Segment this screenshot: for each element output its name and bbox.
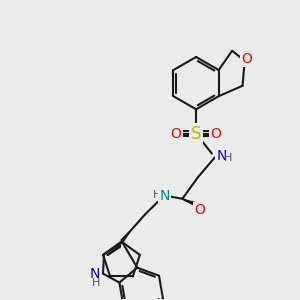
Text: H: H [153,190,161,200]
Text: H: H [92,278,100,288]
Text: S: S [191,125,201,143]
Text: O: O [194,203,205,217]
Text: H: H [224,153,232,163]
Text: O: O [241,52,252,66]
Text: O: O [211,127,221,141]
Text: N: N [159,189,170,203]
Text: O: O [171,127,182,141]
Text: N: N [90,267,100,280]
Text: N: N [216,149,227,163]
